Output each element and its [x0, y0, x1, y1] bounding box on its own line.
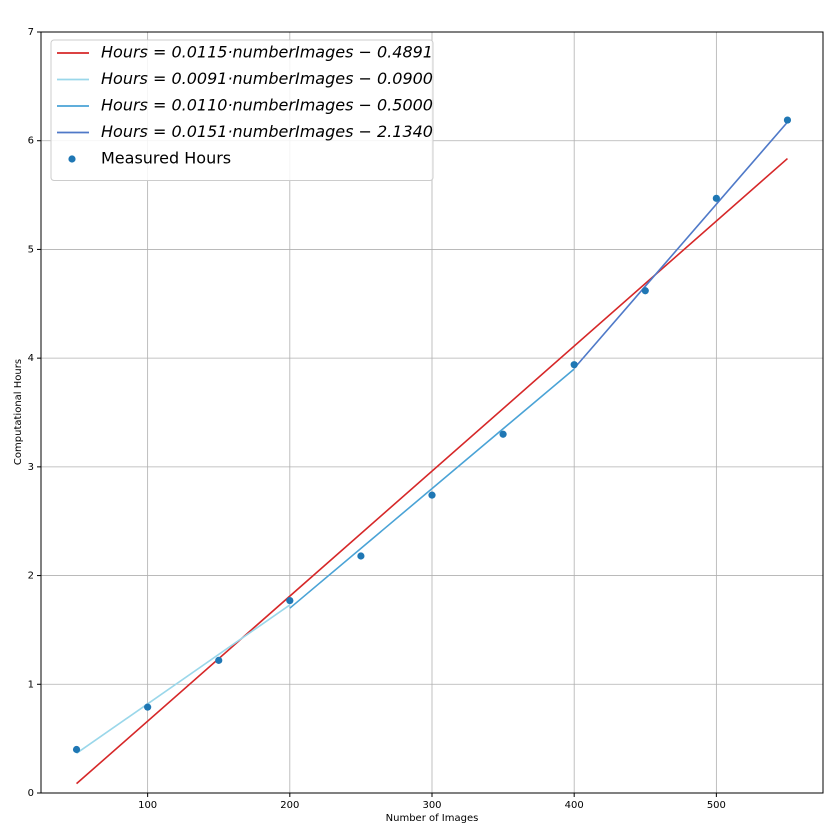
point [144, 703, 152, 711]
fit-line [76, 157, 788, 785]
y-tick-label: 4 [28, 353, 34, 364]
legend-label: Hours = 0.0110·numberImages − 0.5000 [101, 96, 433, 115]
point [428, 491, 436, 499]
y-tick-label: 0 [28, 788, 34, 799]
x-axis-label: Number of Images [386, 813, 479, 824]
y-tick-label: 1 [28, 679, 34, 690]
point [286, 596, 294, 605]
y-tick-label: 2 [28, 571, 34, 582]
point [215, 656, 223, 664]
y-tick-label: 6 [28, 136, 34, 147]
plot-frame [40, 31, 824, 794]
legend-label: Measured Hours [101, 149, 231, 168]
legend-label: Hours = 0.0091·numberImages − 0.0900 [101, 69, 433, 88]
legend-label: Hours = 0.0115·numberImages − 0.4891 [101, 43, 433, 62]
y-tick-label: 7 [28, 27, 34, 38]
point [72, 745, 81, 754]
fit-line [289, 368, 575, 609]
x-tick-label: 200 [280, 800, 299, 811]
x-tick-label: 400 [565, 800, 584, 811]
x-tick-label: 100 [138, 800, 157, 811]
point [712, 194, 720, 202]
x-tick-label: 300 [422, 800, 441, 811]
legend-box [50, 39, 434, 181]
legend-marker [68, 155, 76, 163]
point [357, 552, 365, 560]
point [570, 361, 578, 369]
fit-line [573, 121, 789, 369]
y-axis-label: Computational Hours [13, 359, 24, 465]
legend-label: Hours = 0.0151·numberImages − 2.1340 [101, 122, 433, 141]
point [641, 287, 649, 295]
point [499, 430, 507, 438]
y-tick-label: 3 [28, 462, 34, 473]
x-tick-label: 500 [707, 800, 726, 811]
point [783, 116, 792, 124]
fit-line [76, 604, 291, 754]
y-tick-label: 5 [28, 244, 34, 255]
